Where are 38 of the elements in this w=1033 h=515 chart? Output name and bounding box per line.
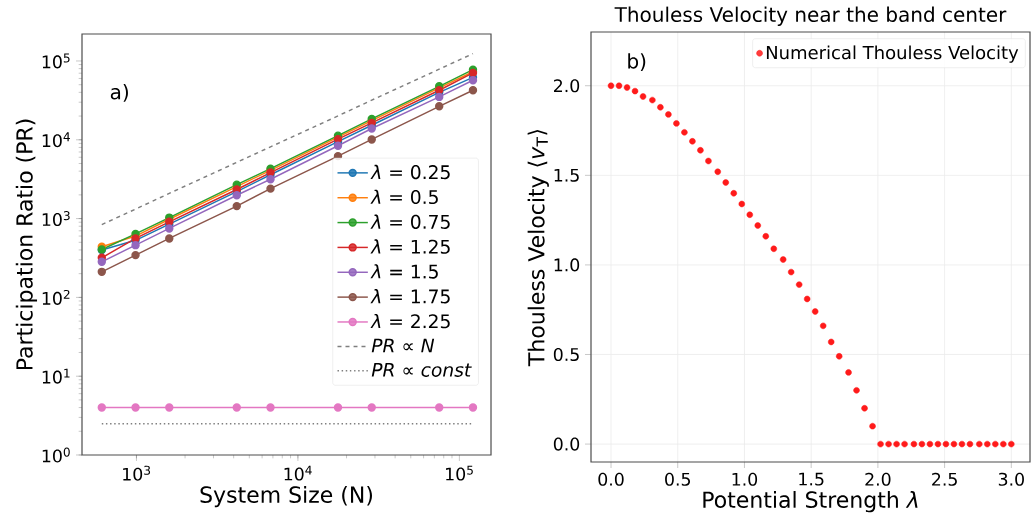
- x-tick-label: 1.0: [732, 472, 758, 486]
- x-axis-title: Potential Strength λ: [703, 490, 918, 513]
- x-tick-label: 1.5: [799, 472, 824, 486]
- legend-label: λ = 1.75: [370, 289, 450, 304]
- annotation: b): [628, 53, 646, 72]
- y-tick-label: 10$^{5}$: [42, 53, 70, 69]
- legend-label: λ = 1.25: [370, 239, 450, 254]
- legend-label: λ = 1.5: [370, 264, 438, 279]
- x-axis-title: System Size (N): [200, 485, 372, 508]
- x-tick-label: 3.0: [998, 472, 1024, 486]
- x-tick-label: 2.0: [865, 472, 891, 486]
- y-axis-title: Participation Ratio (PR): [15, 119, 38, 370]
- y-tick-label: 10$^{0}$: [42, 447, 70, 463]
- y-tick-label: 0.5: [553, 347, 579, 362]
- y-tick-label: 10$^{3}$: [42, 211, 70, 227]
- y-tick-label: 10$^{1}$: [42, 368, 70, 384]
- y-tick-label: 10$^{2}$: [42, 289, 70, 305]
- y-tick-label: 2.0: [554, 79, 580, 93]
- chart-title: Thouless Velocity near the band center: [614, 6, 1007, 26]
- legend-label: λ = 0.5: [370, 189, 438, 205]
- x-tick-label: 0.0: [598, 472, 624, 486]
- y-tick-label: 10$^{4}$: [42, 132, 70, 148]
- y-tick-label: 1.0: [554, 258, 580, 272]
- annotation: a): [110, 84, 128, 102]
- legend-label: λ = 0.25: [370, 164, 450, 180]
- x-tick-label: 0.5: [665, 472, 690, 486]
- x-tick-label: 10$^{4}$: [284, 465, 312, 481]
- y-axis-title: Thouless Velocity ⟨v$_{T}$⟩: [527, 129, 549, 367]
- x-tick-label: 2.5: [932, 472, 957, 486]
- x-tick-label: 10$^{5}$: [446, 465, 473, 481]
- legend-label: PR ∝ const: [371, 362, 472, 377]
- legend-label: Numerical Thouless Velocity: [766, 45, 1019, 63]
- y-tick-label: 1.5: [554, 168, 579, 182]
- legend-label: λ = 0.75: [370, 214, 450, 229]
- x-tick-label: 10$^{3}$: [123, 465, 151, 481]
- legend-label: λ = 2.25: [370, 313, 450, 329]
- y-tick-label: 0.0: [553, 437, 580, 451]
- legend-label: PR ∝ N: [371, 338, 435, 353]
